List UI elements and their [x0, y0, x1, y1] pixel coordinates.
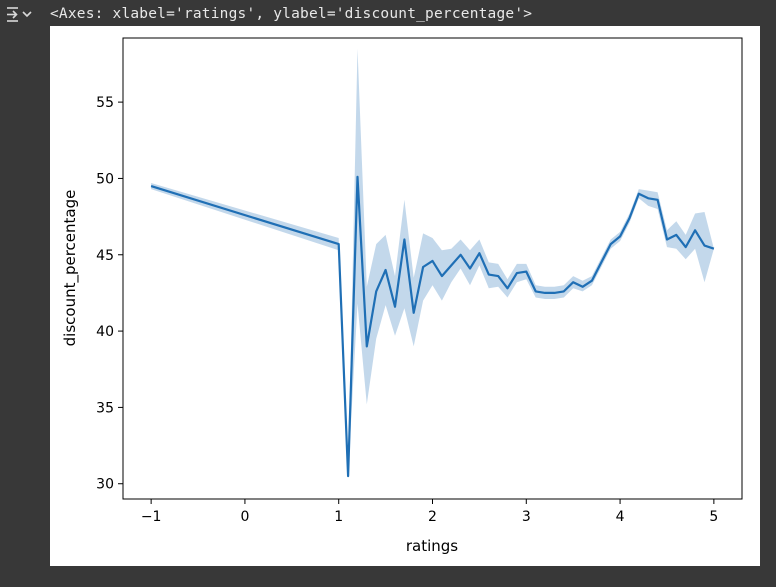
y-tick-label: 55 — [96, 95, 114, 111]
y-tick-label: 45 — [96, 248, 114, 264]
x-ticks: −1 0 1 2 3 4 5 — [141, 499, 718, 525]
x-tick-label: 4 — [616, 509, 625, 525]
output-expand-icon[interactable] — [6, 5, 34, 25]
x-tick-label: −1 — [141, 509, 162, 525]
x-tick-label: 1 — [334, 509, 343, 525]
figure-panel: −1 0 1 2 3 4 5 30 35 40 45 50 55 ratings discount_p… — [50, 26, 760, 566]
series-line — [150, 175, 715, 478]
y-tick-label: 40 — [96, 324, 114, 340]
y-tick-label: 50 — [96, 171, 114, 187]
y-tick-label: 35 — [96, 400, 114, 416]
y-axis-label: discount_percentage — [61, 190, 80, 347]
x-axis-label: ratings — [406, 537, 458, 555]
x-tick-label: 5 — [709, 509, 718, 525]
y-tick-label: 30 — [96, 477, 114, 493]
x-tick-label: 2 — [428, 509, 437, 525]
x-tick-label: 0 — [240, 509, 249, 525]
x-tick-label: 3 — [522, 509, 531, 525]
line-layer — [150, 175, 715, 478]
y-ticks: 30 35 40 45 50 55 — [96, 95, 123, 493]
output-header: <Axes: xlabel='ratings', ylabel='discoun… — [0, 0, 776, 30]
axes-repr-text: <Axes: xlabel='ratings', ylabel='discoun… — [50, 6, 533, 22]
